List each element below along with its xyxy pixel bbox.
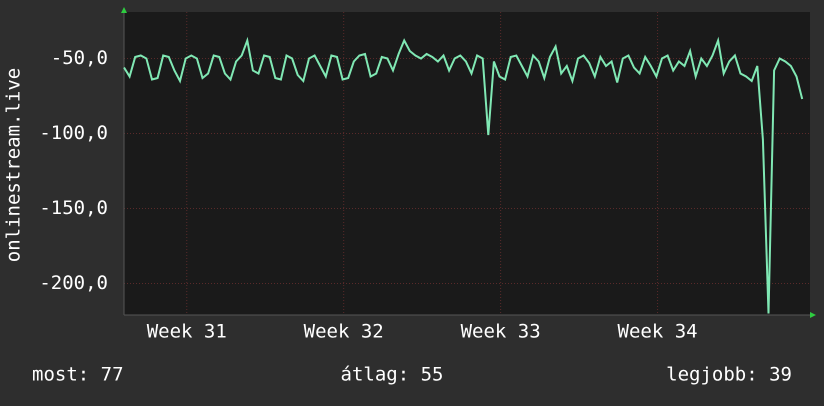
summary-current: most: 77 [32, 364, 124, 386]
y-tick-label: -50,0 [51, 47, 108, 69]
y-tick-label: -150,0 [39, 197, 108, 219]
y-tick-label: -200,0 [39, 272, 108, 294]
axis-arrow [121, 7, 127, 13]
summary-average: átlag: 55 [341, 364, 444, 386]
plot-area [124, 12, 810, 315]
data-line [123, 36, 804, 314]
x-tick-label: Week 31 [147, 321, 227, 343]
x-tick-label: Week 34 [618, 321, 698, 343]
y-tick-label: -100,0 [39, 122, 108, 144]
axis-arrow [810, 312, 816, 318]
x-tick-label: Week 33 [461, 321, 541, 343]
summary-best: legjobb: 39 [666, 364, 792, 386]
x-tick-label: Week 32 [304, 321, 384, 343]
y-axis-label: onlinestream.live [3, 68, 25, 262]
